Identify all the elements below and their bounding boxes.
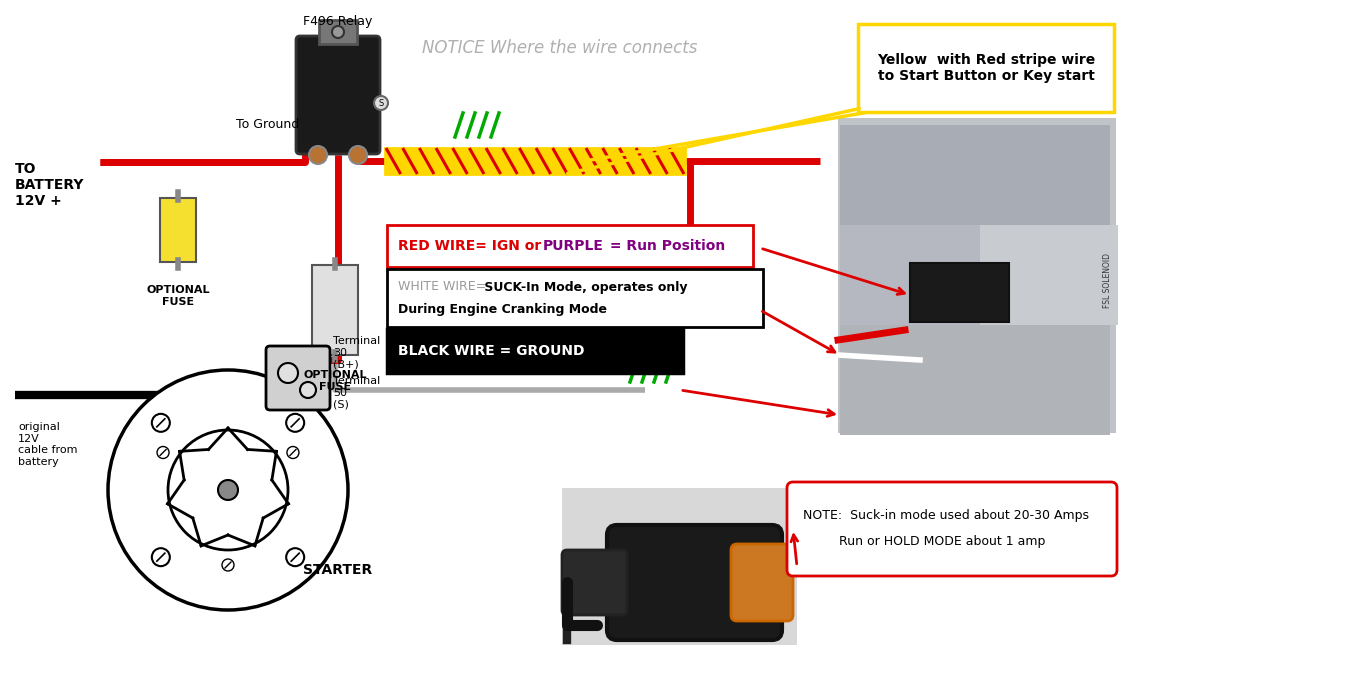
Circle shape (152, 414, 170, 431)
FancyBboxPatch shape (266, 346, 331, 410)
Bar (563, 488, 797, 645)
Bar (840, 125, 1110, 225)
Text: RED WIRE= IGN or: RED WIRE= IGN or (398, 239, 546, 253)
Circle shape (167, 430, 288, 550)
Text: Run or HOLD MODE about 1 amp: Run or HOLD MODE about 1 amp (803, 536, 1045, 549)
Circle shape (108, 370, 348, 610)
Text: To Ground: To Ground (236, 119, 299, 132)
Bar (840, 225, 980, 325)
Circle shape (218, 480, 237, 500)
Text: S: S (379, 99, 384, 108)
FancyBboxPatch shape (606, 525, 782, 640)
Circle shape (300, 382, 316, 398)
Text: During Engine Cranking Mode: During Engine Cranking Mode (398, 303, 606, 316)
Circle shape (287, 447, 299, 458)
Text: PURPLE: PURPLE (543, 239, 604, 253)
FancyBboxPatch shape (731, 544, 793, 621)
Text: OPTIONAL
FUSE: OPTIONAL FUSE (303, 370, 366, 392)
FancyBboxPatch shape (387, 329, 683, 373)
FancyBboxPatch shape (387, 269, 763, 327)
Text: Terminal
50
(S): Terminal 50 (S) (333, 377, 380, 410)
Text: NOTE:  Suck-in mode used about 20-30 Amps: NOTE: Suck-in mode used about 20-30 Amps (803, 510, 1089, 523)
Circle shape (152, 548, 170, 566)
Circle shape (332, 26, 344, 38)
Text: Yellow  with Red stripe wire
to Start Button or Key start: Yellow with Red stripe wire to Start But… (877, 53, 1095, 83)
Text: original
12V
cable from
battery: original 12V cable from battery (18, 422, 77, 466)
FancyBboxPatch shape (311, 265, 358, 355)
Circle shape (156, 447, 169, 458)
Text: SUCK-In Mode, operates only: SUCK-In Mode, operates only (480, 281, 687, 294)
Text: BLACK WIRE = GROUND: BLACK WIRE = GROUND (398, 344, 584, 358)
Circle shape (222, 559, 235, 571)
Bar (840, 325, 1110, 435)
Text: FSL SOLENOID: FSL SOLENOID (1103, 252, 1113, 307)
Text: OPTIONAL
FUSE: OPTIONAL FUSE (147, 285, 210, 307)
Circle shape (287, 414, 305, 431)
FancyBboxPatch shape (910, 263, 1008, 322)
Bar (980, 225, 1118, 325)
FancyBboxPatch shape (320, 20, 357, 44)
Circle shape (309, 146, 327, 164)
FancyBboxPatch shape (788, 482, 1117, 576)
Text: F496 Relay: F496 Relay (303, 15, 373, 28)
Circle shape (287, 548, 305, 566)
Text: Terminal
30
(B+): Terminal 30 (B+) (333, 336, 380, 370)
Bar (386, 148, 685, 174)
Circle shape (279, 363, 298, 383)
Text: WHITE WIRE=: WHITE WIRE= (398, 281, 486, 294)
Bar (838, 118, 1115, 433)
FancyBboxPatch shape (296, 36, 380, 154)
FancyBboxPatch shape (387, 225, 753, 267)
Text: STARTER: STARTER (303, 563, 372, 577)
FancyBboxPatch shape (161, 198, 196, 262)
Text: = Run Position: = Run Position (605, 239, 726, 253)
FancyBboxPatch shape (858, 24, 1114, 112)
Circle shape (375, 96, 388, 110)
Text: TO
BATTERY
12V +: TO BATTERY 12V + (15, 162, 85, 208)
Circle shape (348, 146, 366, 164)
Text: NOTICE Where the wire connects: NOTICE Where the wire connects (423, 39, 698, 57)
FancyBboxPatch shape (563, 550, 627, 615)
